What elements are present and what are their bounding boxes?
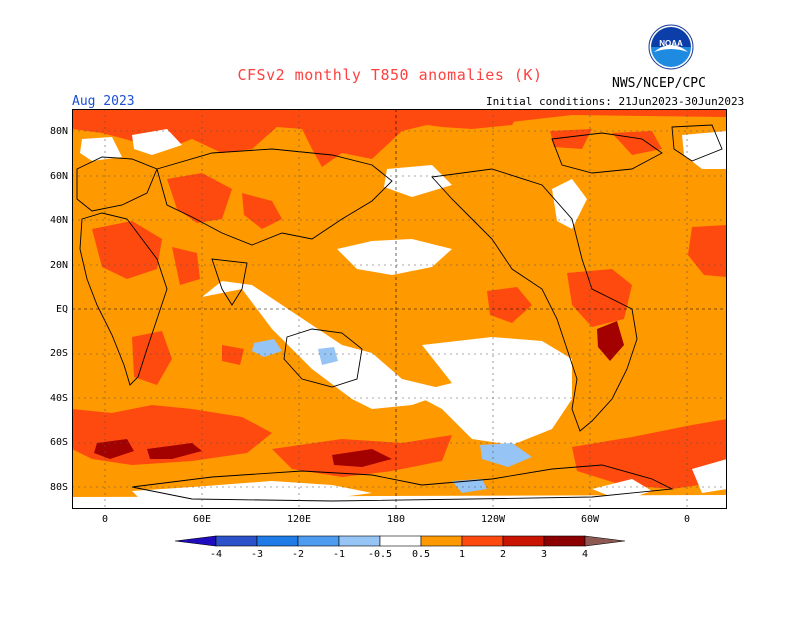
graticule [72,109,727,509]
colorbar-label-minus05: -0.5 [367,549,393,560]
lon-label-120e: 120E [286,514,312,525]
lat-label-20s: 20S [49,348,68,359]
anomaly-map [72,109,727,509]
colorbar-label-4: 4 [581,549,589,560]
logo-text: NOAA [659,39,683,48]
colorbar-label-minus3: -3 [250,549,264,560]
colorbar-label-05: 0.5 [411,549,431,560]
lon-label-0-left: 0 [101,514,109,525]
lat-label-80n: 80N [49,126,68,137]
colorbar-label-3: 3 [540,549,548,560]
lat-label-eq: EQ [55,304,68,315]
lon-label-120w: 120W [480,514,506,525]
lon-label-180: 180 [386,514,406,525]
colorbar-label-1: 1 [458,549,466,560]
lon-label-60w: 60W [580,514,600,525]
coastlines [76,124,723,502]
lat-label-80s: 80S [49,482,68,493]
lon-label-60e: 60E [192,514,212,525]
anomaly-neutral-areas [72,129,727,509]
anomaly-darkred-areas [94,321,624,467]
noaa-logo: NOAA [648,24,694,70]
map-title: CFSv2 monthly T850 anomalies (K) [237,66,543,84]
lat-label-40n: 40N [49,215,68,226]
colorbar-label-minus1: -1 [332,549,346,560]
lon-label-0-right: 0 [683,514,691,525]
anomaly-blue-areas [252,339,532,493]
initial-conditions: Initial conditions: 21Jun2023-30Jun2023 [486,95,745,108]
lat-label-60s: 60S [49,437,68,448]
forecast-month: Aug 2023 [72,94,135,109]
colorbar-label-minus4: -4 [209,549,223,560]
lat-label-40s: 40S [49,393,68,404]
colorbar [174,535,626,547]
colorbar-label-minus2: -2 [291,549,305,560]
lat-label-60n: 60N [49,171,68,182]
lat-label-20n: 20N [49,260,68,271]
agency-label: NWS/NCEP/CPC [612,76,706,91]
colorbar-label-2: 2 [499,549,507,560]
